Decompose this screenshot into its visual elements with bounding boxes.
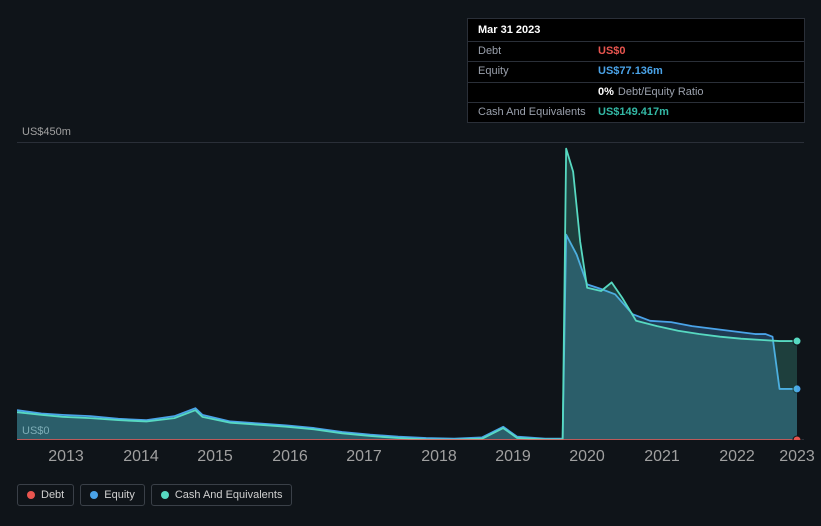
x-axis-labels: 2013201420152016201720182019202020212022… (17, 448, 804, 462)
legend-item-cash-and-equivalents[interactable]: Cash And Equivalents (151, 484, 293, 506)
x-axis-label: 2015 (197, 448, 233, 466)
x-axis-label: 2021 (644, 448, 680, 466)
x-axis-label: 2014 (123, 448, 159, 466)
tooltip-row-label: Debt (478, 45, 598, 58)
legend-dot-icon (90, 491, 98, 499)
tooltip-date: Mar 31 2023 (468, 19, 804, 42)
legend-item-debt[interactable]: Debt (17, 484, 74, 506)
x-axis-label: 2023 (779, 448, 815, 466)
x-axis-label: 2022 (719, 448, 755, 466)
legend-item-label: Cash And Equivalents (175, 489, 283, 501)
legend-item-label: Equity (104, 489, 135, 501)
legend-dot-icon (27, 491, 35, 499)
tooltip-row-label: Equity (478, 65, 598, 78)
x-axis-label: 2016 (272, 448, 308, 466)
legend-dot-icon (161, 491, 169, 499)
y-axis-max-label: US$450m (22, 126, 71, 138)
tooltip-row-label: Cash And Equivalents (478, 106, 598, 119)
tooltip-row: 0%Debt/Equity Ratio (468, 83, 804, 103)
debt-end-marker (793, 436, 801, 440)
x-axis-label: 2013 (48, 448, 84, 466)
tooltip-row-secondary: Debt/Equity Ratio (618, 86, 704, 98)
chart-svg (17, 142, 804, 440)
chart-legend: Debt Equity Cash And Equivalents (17, 484, 292, 506)
tooltip-row-value: US$77.136m (598, 65, 663, 78)
tooltip-row-value: US$149.417m (598, 106, 669, 119)
tooltip-row-label (478, 86, 598, 99)
area-chart (17, 142, 804, 440)
cash-area (17, 149, 797, 440)
tooltip-row: Cash And EquivalentsUS$149.417m (468, 103, 804, 122)
x-axis-label: 2019 (495, 448, 531, 466)
tooltip-row-value: 0%Debt/Equity Ratio (598, 86, 704, 99)
tooltip-row: EquityUS$77.136m (468, 62, 804, 82)
tooltip-row: DebtUS$0 (468, 42, 804, 62)
x-axis-label: 2020 (569, 448, 605, 466)
tooltip-row-value: US$0 (598, 45, 626, 58)
legend-item-label: Debt (41, 489, 64, 501)
legend-item-equity[interactable]: Equity (80, 484, 145, 506)
x-axis-label: 2017 (346, 448, 382, 466)
data-tooltip: Mar 31 2023 DebtUS$0EquityUS$77.136m0%De… (467, 18, 805, 123)
cash-end-marker (793, 337, 801, 345)
x-axis-label: 2018 (421, 448, 457, 466)
